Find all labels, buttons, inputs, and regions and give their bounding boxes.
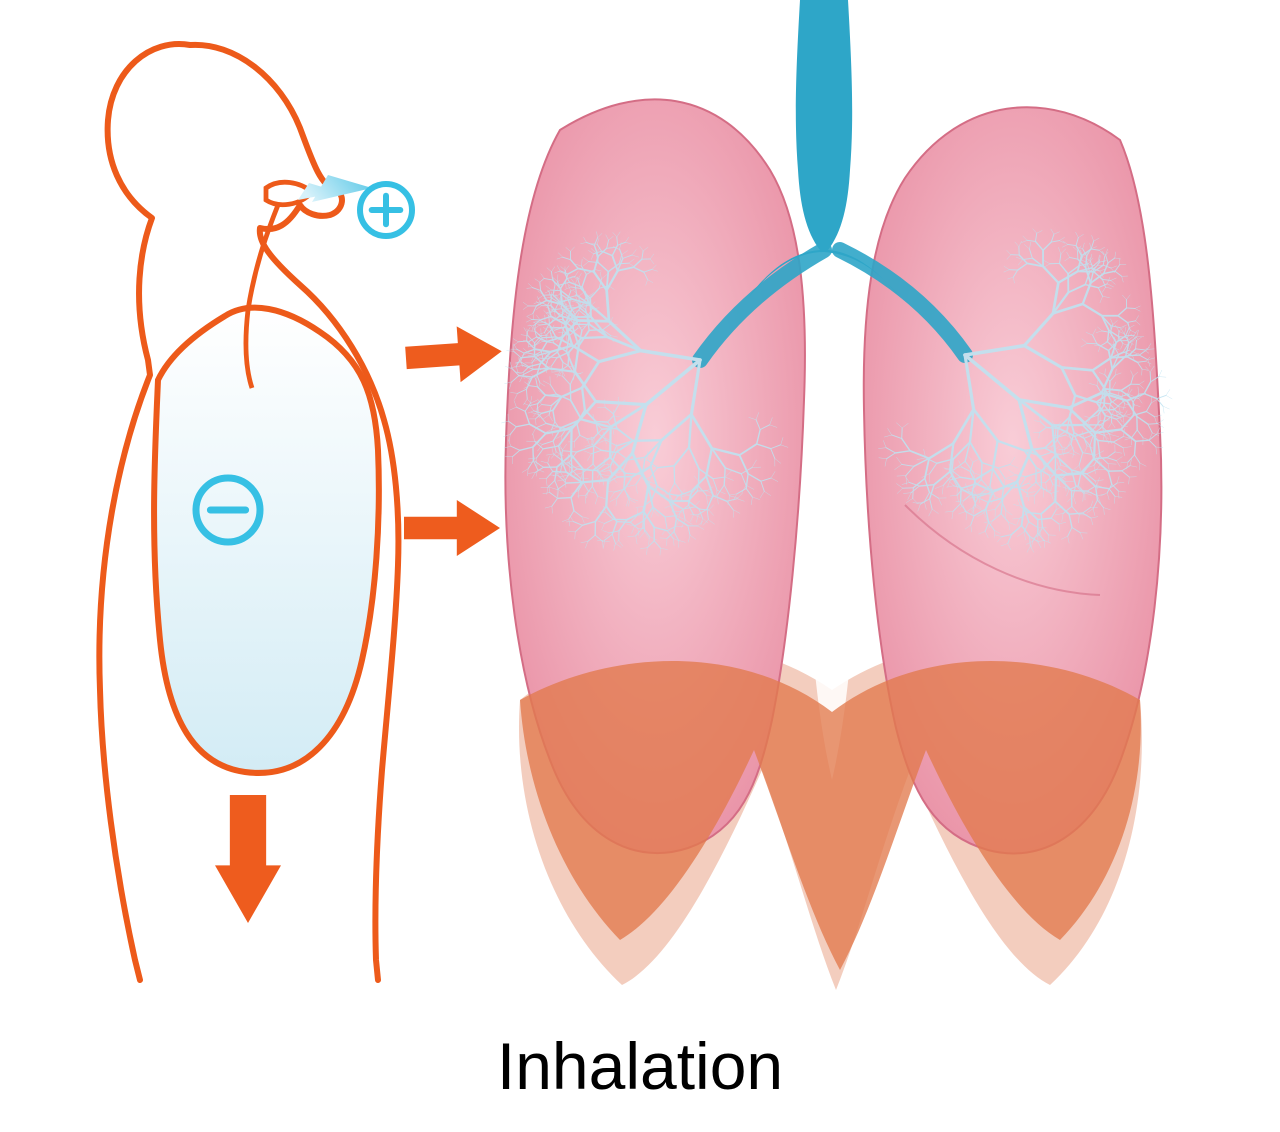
expand-arrow-upper [404, 323, 504, 386]
inhalation-diagram-svg [0, 0, 1280, 1132]
positive-pressure-icon [360, 184, 412, 236]
diagram-stage: Inhalation [0, 0, 1280, 1132]
expand-arrow-lower [404, 500, 500, 556]
caption-label: Inhalation [0, 1028, 1280, 1104]
diaphragm-down-arrow [215, 795, 281, 923]
lungs-illustration [502, 0, 1173, 990]
